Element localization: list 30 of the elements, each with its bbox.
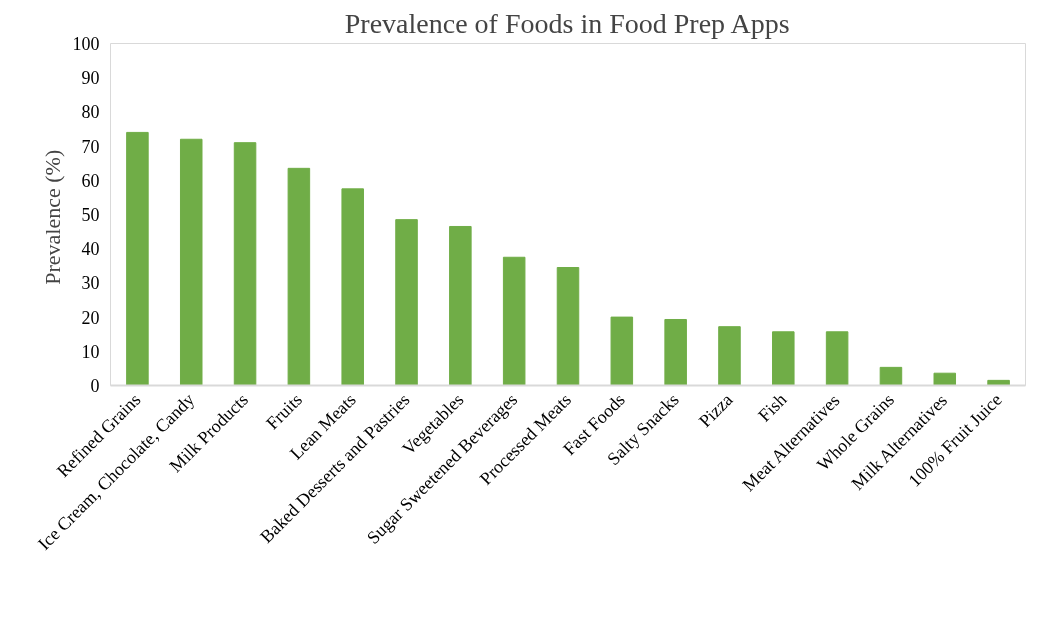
bar [233, 142, 257, 386]
bar [610, 316, 634, 386]
y-tick-label: 90 [81, 68, 100, 89]
bar [664, 318, 687, 386]
y-axis-title: Prevalence (%) [39, 149, 65, 285]
y-tick-label: 100 [72, 34, 100, 54]
y-tick-label: 50 [81, 205, 100, 225]
bar [933, 372, 957, 386]
y-tick-label: 20 [81, 307, 100, 328]
bar [179, 138, 203, 386]
bar [449, 225, 472, 386]
bar [287, 167, 311, 386]
y-tick-label: 70 [81, 136, 100, 157]
chart-title: Prevalence of Foods in Food Prep Apps [344, 7, 790, 39]
bar [718, 326, 741, 386]
y-tick-label: 30 [81, 273, 100, 294]
bar [987, 379, 1010, 386]
bar [772, 331, 795, 386]
bar [126, 131, 149, 386]
bar [879, 366, 903, 386]
y-tick-label: 60 [81, 170, 100, 191]
y-tick-label: 0 [90, 376, 100, 396]
y-tick-label: 10 [81, 341, 100, 362]
bar [341, 188, 364, 386]
y-tick-label: 40 [81, 239, 100, 260]
y-tick-label: 80 [81, 102, 100, 123]
bar [556, 267, 580, 386]
bar [395, 219, 418, 386]
bar [502, 256, 526, 386]
bar [825, 331, 849, 386]
